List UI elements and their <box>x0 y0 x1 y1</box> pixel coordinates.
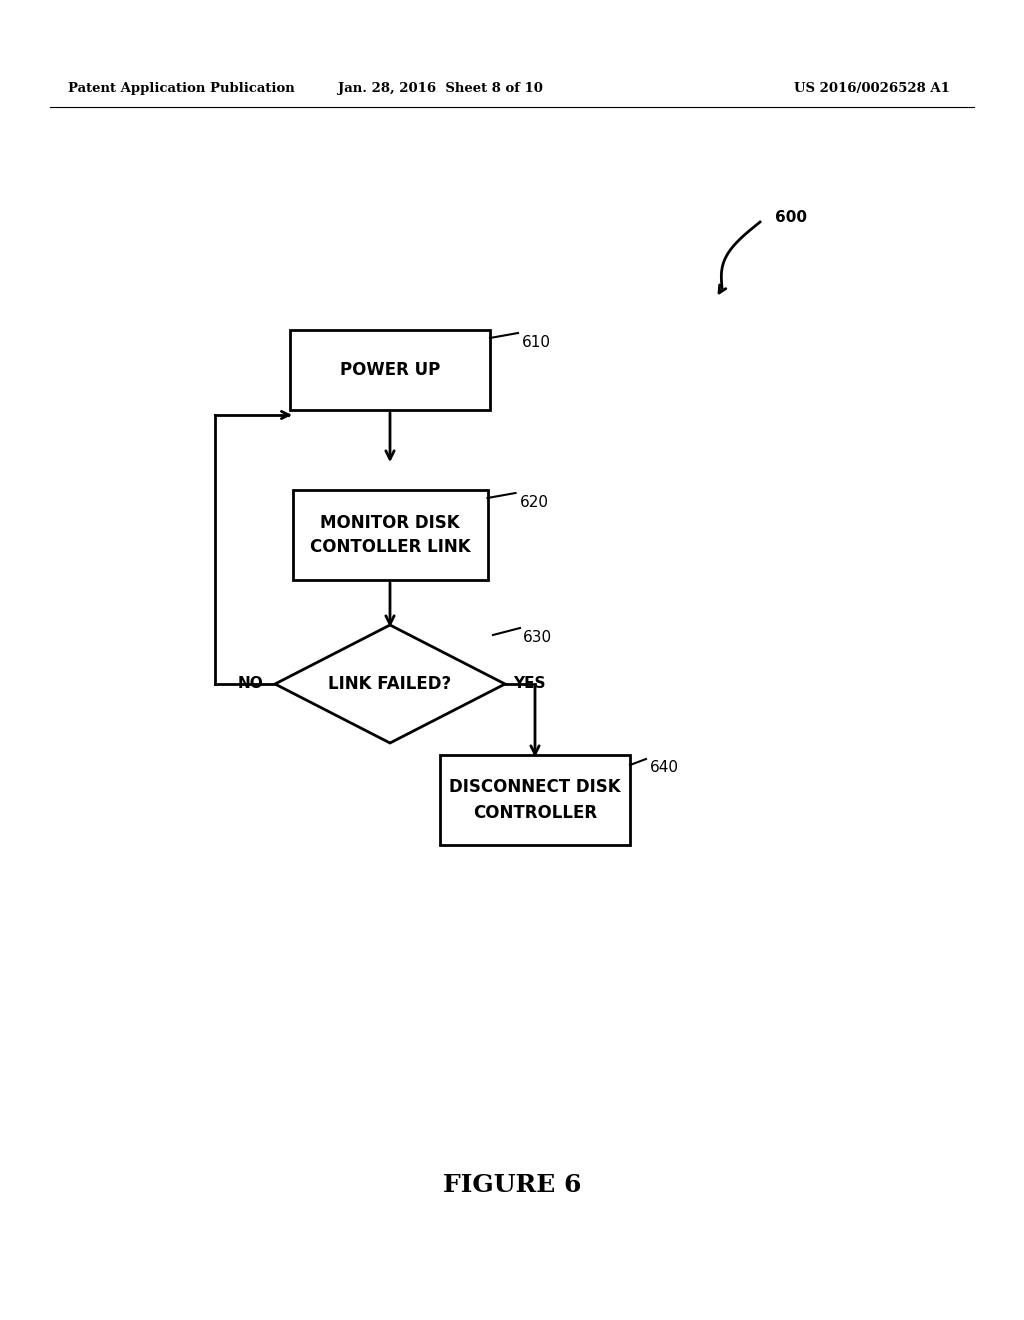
Text: US 2016/0026528 A1: US 2016/0026528 A1 <box>795 82 950 95</box>
FancyBboxPatch shape <box>440 755 630 845</box>
Text: 640: 640 <box>650 760 679 775</box>
Text: 630: 630 <box>523 630 552 645</box>
Text: 620: 620 <box>519 495 549 510</box>
Text: Jan. 28, 2016  Sheet 8 of 10: Jan. 28, 2016 Sheet 8 of 10 <box>338 82 543 95</box>
Text: NO: NO <box>238 676 263 692</box>
Text: MONITOR DISK
CONTOLLER LINK: MONITOR DISK CONTOLLER LINK <box>309 513 470 557</box>
Text: POWER UP: POWER UP <box>340 360 440 379</box>
FancyBboxPatch shape <box>293 490 487 579</box>
FancyBboxPatch shape <box>290 330 490 411</box>
Text: 600: 600 <box>775 210 807 226</box>
Text: Patent Application Publication: Patent Application Publication <box>68 82 295 95</box>
Text: LINK FAILED?: LINK FAILED? <box>329 675 452 693</box>
Text: 610: 610 <box>522 335 551 350</box>
Text: FIGURE 6: FIGURE 6 <box>442 1173 582 1197</box>
Text: YES: YES <box>513 676 546 692</box>
Text: DISCONNECT DISK
CONTROLLER: DISCONNECT DISK CONTROLLER <box>450 779 621 821</box>
Polygon shape <box>275 624 505 743</box>
